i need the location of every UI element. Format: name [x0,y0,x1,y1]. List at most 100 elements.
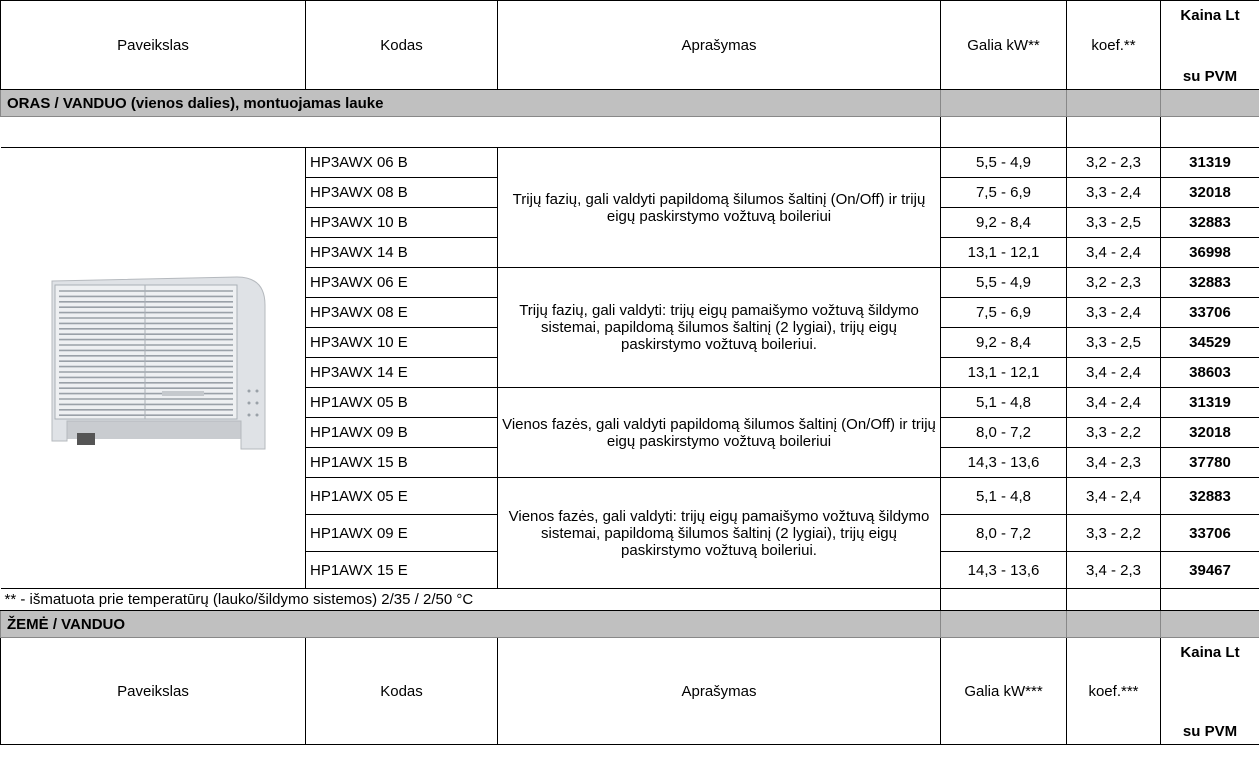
model-code: HP3AWX 06 B [305,147,498,178]
price-header-line: su PVM [1182,723,1238,740]
blank [1160,116,1259,148]
header-cell: Aprašymas [497,637,941,745]
blank [1160,89,1259,117]
price-header: Kaina Lt su PVM [1165,639,1255,744]
section-title: ŽEMĖ / VANDUO [0,610,941,638]
model-code: HP1AWX 05 B [305,387,498,418]
model-code: HP1AWX 09 E [305,514,498,552]
power: 7,5 - 6,9 [940,297,1067,328]
coefficient: 3,2 - 2,3 [1066,147,1161,178]
price: 34529 [1160,327,1259,358]
blank [1066,610,1161,638]
blank [1066,588,1161,611]
blank [940,610,1067,638]
blank [940,89,1067,117]
description: Trijų fazių, gali valdyti: trijų eigų pa… [497,267,941,388]
coefficient: 3,3 - 2,4 [1066,177,1161,208]
table-row: ŽEMĖ / VANDUO [0,610,1259,638]
header-cell: koef.** [1066,0,1161,90]
price: 33706 [1160,514,1259,552]
table-row: HP3AWX 08 E 7,5 - 6,9 3,3 - 2,4 33706 [1,297,1259,328]
price: 32018 [1160,177,1259,208]
power: 5,1 - 4,8 [940,477,1067,515]
table-row: HP1AWX 05 E Vienos fazės, gali valdyti: t… [1,477,1259,589]
price: 31319 [1160,387,1259,418]
table-row: HP3AWX 14 E 13,1 - 12,1 3,4 - 2,4 38603 [1,357,1259,388]
coefficient: 3,4 - 2,3 [1066,447,1161,478]
coefficient: 3,4 - 2,4 [1066,477,1161,515]
blank [940,588,1067,611]
price-header-line: Kaina Lt [1180,7,1240,24]
model-code: HP3AWX 10 B [305,207,498,238]
header-cell: Aprašymas [497,0,941,90]
coefficient: 3,4 - 2,4 [1066,237,1161,268]
model-code: HP3AWX 06 E [305,267,498,298]
blank [1066,116,1161,148]
coefficient: 3,2 - 2,3 [1066,267,1161,298]
blank [1160,588,1259,611]
header-cell: Kodas [305,0,498,90]
header-cell: Kaina Lt su PVM [1160,637,1259,745]
header-cell: Galia kW*** [940,637,1067,745]
price-header: Kaina Lt su PVM [1165,2,1255,89]
model-code: HP3AWX 14 B [305,237,498,268]
power: 7,5 - 6,9 [940,177,1067,208]
blank [0,116,941,148]
coefficient: 3,3 - 2,5 [1066,207,1161,238]
coefficient: 3,4 - 2,4 [1066,387,1161,418]
table-row [0,116,1259,148]
table-row: HP1AWX 15 B 14,3 - 13,6 3,4 - 2,3 37780 [1,447,1259,478]
table-row: HP3AWX 06 B Trijų fazių, gali valdyti pap… [0,147,1259,589]
price-header-line: Kaina Lt [1180,644,1240,661]
price: 36998 [1160,237,1259,268]
price: 32883 [1160,477,1259,515]
power: 5,5 - 4,9 [940,267,1067,298]
blank [940,116,1067,148]
blank [1066,89,1161,117]
header-cell: koef.*** [1066,637,1161,745]
price-header-line: su PVM [1182,68,1238,85]
header-cell: Kodas [305,637,498,745]
price: 39467 [1160,551,1259,589]
blank [1160,610,1259,638]
price: 37780 [1160,447,1259,478]
power: 14,3 - 13,6 [940,447,1067,478]
coefficient: 3,4 - 2,4 [1066,357,1161,388]
section-title: ORAS / VANDUO (vienos dalies), montuojam… [0,89,941,117]
table-row: HP3AWX 10 E 9,2 - 8,4 3,3 - 2,5 34529 [1,327,1259,358]
model-code: HP3AWX 08 E [305,297,498,328]
model-code: HP1AWX 09 B [305,417,498,448]
price: 32883 [1160,267,1259,298]
power: 13,1 - 12,1 [940,237,1067,268]
description: Trijų fazių, gali valdyti papildomą šilu… [497,147,941,268]
model-code: HP1AWX 05 E [305,477,498,515]
table-row: HP1AWX 15 E 14,3 - 13,6 3,4 - 2,3 39467 [1,551,1259,589]
table-row: HP1AWX 05 B Vienos fazės, gali valdyti pa… [1,387,1259,478]
power: 8,0 - 7,2 [940,417,1067,448]
model-code: HP3AWX 10 E [305,327,498,358]
table-row: Paveikslas Kodas Aprašymas Galia kW*** koef.… [0,637,1259,745]
power: 5,1 - 4,8 [940,387,1067,418]
table-row: HP3AWX 14 B 13,1 - 12,1 3,4 - 2,4 36998 [1,237,1259,268]
price: 32018 [1160,417,1259,448]
power: 9,2 - 8,4 [940,207,1067,238]
table-row: ** - išmatuota prie temperatūrų (lauko/š… [0,588,1259,611]
model-code: HP3AWX 08 B [305,177,498,208]
header-cell: Paveikslas [0,0,306,90]
table-row: HP3AWX 10 B 9,2 - 8,4 3,3 - 2,5 32883 [1,207,1259,238]
description: Vienos fazės, gali valdyti: trijų eigų p… [497,477,941,589]
price: 33706 [1160,297,1259,328]
power: 8,0 - 7,2 [940,514,1067,552]
header-cell: Galia kW** [940,0,1067,90]
price-table: Paveikslas Kodas Aprašymas Galia kW** koef.*… [0,0,1259,745]
price: 31319 [1160,147,1259,178]
price: 32883 [1160,207,1259,238]
table-row: ORAS / VANDUO (vienos dalies), montuojam… [0,89,1259,117]
heat-pump-image [51,276,266,450]
coefficient: 3,3 - 2,2 [1066,417,1161,448]
power: 13,1 - 12,1 [940,357,1067,388]
description: Vienos fazės, gali valdyti papildomą šil… [497,387,941,478]
coefficient: 3,3 - 2,4 [1066,297,1161,328]
power: 5,5 - 4,9 [940,147,1067,178]
